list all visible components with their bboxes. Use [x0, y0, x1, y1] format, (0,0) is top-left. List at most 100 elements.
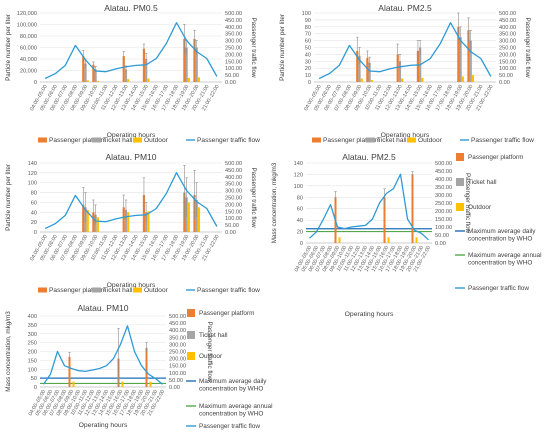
bar: [145, 59, 148, 82]
y2-tick-label: 450.00: [435, 169, 452, 175]
bar: [471, 75, 475, 82]
bar: [360, 78, 363, 82]
passenger-flow-line: [309, 173, 429, 241]
y2-tick-label: 100.00: [435, 225, 452, 231]
y2-tick-label: 450.00: [499, 18, 516, 24]
legend-swatch: [456, 153, 464, 161]
y-tick-label: 80: [31, 191, 37, 197]
y-tick-label: 60: [31, 200, 37, 206]
bar: [142, 195, 146, 232]
y2-tick-label: 200.00: [499, 52, 516, 58]
bar: [149, 381, 152, 387]
passenger-flow-line: [318, 22, 492, 80]
legend-label: Outdoor: [199, 353, 223, 360]
y-tick-label: 60: [297, 207, 303, 213]
legend-label: Outdoor: [144, 287, 169, 294]
chart-panel: Alatau. PM2.501020304050607080901000.005…: [279, 3, 534, 144]
legend-label: Passenger platform: [323, 137, 381, 144]
bar: [147, 211, 150, 232]
bar: [68, 356, 71, 387]
legend-label: Passenger traffic flow: [468, 285, 529, 292]
legend-swatch: [92, 287, 101, 293]
legend-swatch: [456, 203, 464, 211]
y2-tick-label: 50.00: [435, 233, 449, 239]
y2-tick-label: 150.00: [225, 209, 242, 215]
y2-tick-label: 450.00: [225, 18, 242, 24]
y-tick-label: 40: [305, 52, 311, 58]
y2-tick-label: 100.00: [169, 371, 186, 377]
y2-tick-label: 50.00: [225, 73, 239, 79]
bar: [96, 80, 99, 82]
y2-tick-label: 350.00: [499, 32, 516, 38]
y2-tick-label: 0.00: [499, 80, 510, 86]
y2-tick-label: 500.00: [169, 314, 186, 320]
y2-tick-label: 250.00: [225, 46, 242, 52]
y-tick-label: 50: [305, 46, 311, 52]
bar: [469, 40, 472, 82]
y-tick-label: 350: [28, 323, 37, 329]
y2-tick-label: 400.00: [435, 177, 452, 183]
y2-tick-label: 200.00: [435, 209, 452, 215]
legend-swatch: [187, 309, 195, 317]
y-tick-label: 0: [34, 230, 37, 236]
y-tick-label: 0: [308, 80, 311, 86]
x-axis-title: Operating hours: [79, 422, 128, 429]
passenger-flow-line: [44, 22, 218, 80]
y-tick-label: 150: [28, 358, 37, 364]
chart-title: Alatau. PM10: [77, 303, 128, 313]
passenger-flow-line: [44, 172, 218, 230]
legend-label: Ticket hall: [103, 287, 133, 294]
y2-tick-label: 350.00: [169, 335, 186, 341]
y2-tick-label: 400.00: [225, 175, 242, 181]
y2-tick-label: 300.00: [435, 193, 452, 199]
y2-tick-label: 450.00: [169, 321, 186, 327]
legend-swatch: [133, 287, 142, 293]
legend-label: Maximum average daily concentration by WH…: [199, 378, 267, 393]
legend-label: Passenger traffic flow: [197, 287, 260, 294]
bar: [124, 69, 128, 82]
bar: [127, 212, 130, 232]
legend-label: Passenger platform: [49, 287, 107, 294]
y2-axis-title: Passenger traffic flow: [464, 173, 471, 234]
legend-label: Maximum average annual concentration by W…: [468, 252, 542, 267]
y-tick-label: 100,000: [17, 23, 37, 29]
y2-tick-label: 150.00: [169, 364, 186, 370]
bar: [185, 47, 188, 82]
y2-tick-label: 200.00: [225, 52, 242, 58]
bar: [96, 217, 99, 232]
y2-tick-label: 100.00: [225, 216, 242, 222]
legend-label: Maximum average daily concentration by WH…: [468, 228, 536, 243]
y-tick-label: 20: [297, 230, 303, 236]
y-axis-title: Particle number per liter: [5, 14, 12, 81]
bar: [195, 47, 198, 82]
bar: [145, 347, 148, 387]
legend-swatch: [187, 331, 195, 339]
legend-label: Ticket hall: [103, 137, 133, 144]
bar: [370, 79, 373, 82]
chart-title: Alatau. PM10: [105, 152, 156, 162]
chart-panel: Alatau. PM0.5 0 20,000 40,000 60,000 80,000 10…: [5, 3, 260, 144]
y2-tick-label: 500.00: [499, 11, 516, 17]
y-tick-label: 140: [28, 161, 37, 167]
y2-tick-label: 0.00: [225, 230, 236, 236]
y2-tick-label: 200.00: [225, 202, 242, 208]
y-tick-label: 60: [305, 39, 311, 45]
bar: [92, 64, 95, 82]
legend-swatch: [38, 137, 47, 143]
bar: [387, 237, 390, 243]
legend-label: Outdoor: [418, 137, 443, 144]
y-tick-label: 20: [31, 220, 37, 226]
y2-tick-label: 400.00: [169, 328, 186, 334]
bar: [398, 61, 402, 82]
y-tick-label: 140: [294, 161, 303, 167]
bar: [72, 381, 75, 387]
y2-tick-label: 250.00: [169, 350, 186, 356]
y2-tick-label: 300.00: [225, 39, 242, 45]
bar: [457, 26, 460, 82]
y2-tick-label: 400.00: [499, 25, 516, 31]
bar: [461, 76, 464, 82]
y2-axis-title: Passenger traffic flow: [250, 17, 257, 78]
legend-swatch: [407, 137, 416, 143]
bar: [415, 237, 418, 243]
bar: [121, 381, 124, 387]
